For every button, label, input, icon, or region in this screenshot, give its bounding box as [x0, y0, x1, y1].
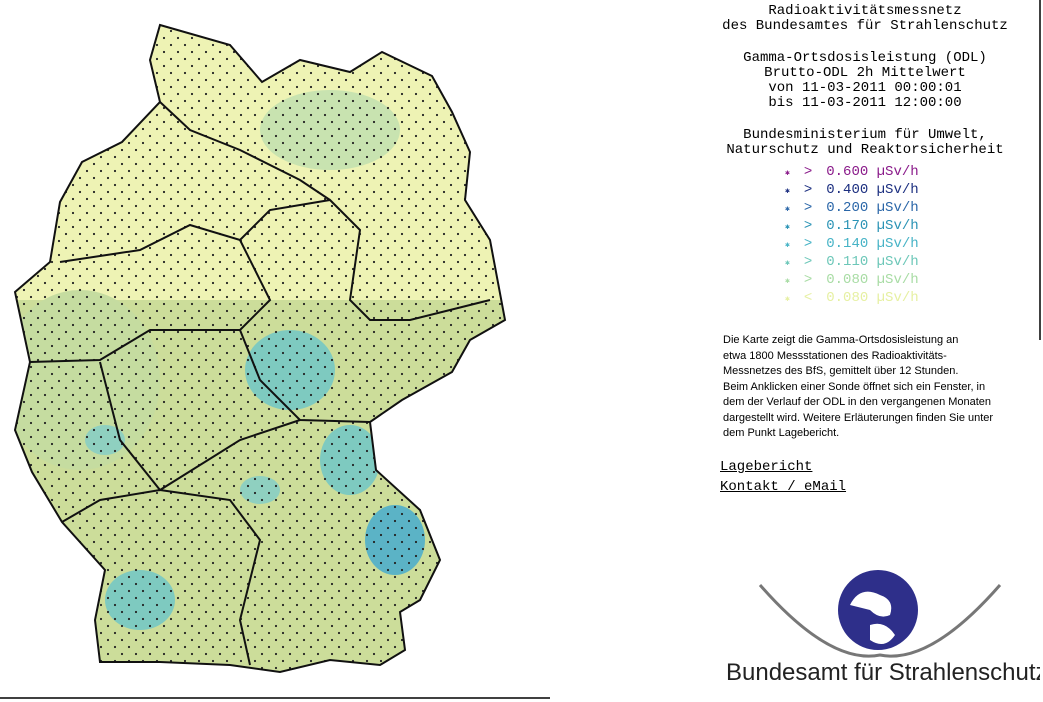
nav-link[interactable]: Lagebericht	[720, 459, 813, 475]
legend-item: ✱ >0.400 µSv/h	[785, 182, 919, 200]
logo-graphic: Bundesamt für Strahlenschutz	[726, 570, 1043, 686]
measurement-line: bis 11-03-2011 12:00:00	[768, 95, 962, 111]
description: Die Karte zeigt die Gamma-Ortsdosisleist…	[723, 333, 993, 442]
odl-map	[0, 24, 550, 699]
legend-symbol: >	[803, 254, 813, 270]
description-line: Die Karte zeigt die Gamma-Ortsdosisleist…	[723, 334, 959, 346]
legend-item: ✱ >0.170 µSv/h	[785, 218, 919, 236]
legend-symbol: >	[803, 182, 813, 198]
description-line: dem der Verlauf der ODL in den vergangen…	[723, 396, 992, 408]
description-line: dargestellt wird. Weitere Erläuterungen …	[723, 411, 994, 424]
legend-item: ✱ >0.600 µSv/h	[785, 164, 919, 182]
legend-label: 0.600 µSv/h	[826, 164, 919, 180]
legend-label: 0.400 µSv/h	[826, 182, 919, 198]
legend-item: ✱ <0.080 µSv/h	[785, 290, 919, 308]
info-panel: Radioaktivitätsmessnetz des Bundesamtes f…	[700, 0, 1030, 158]
measurement-line: Gamma-Ortsdosisleistung (ODL)	[743, 50, 987, 66]
legend-symbol: >	[803, 236, 813, 252]
description-line: etwa 1800 Messstationen des Radioaktivit…	[723, 349, 947, 362]
frame	[1039, 0, 1041, 340]
header-line: des Bundesamtes für Strahlenschutz	[722, 18, 1008, 34]
description-line: Messnetzes des BfS, gemittelt über 12 St…	[723, 365, 959, 377]
measurement-line: Brutto-ODL 2h Mittelwert	[764, 65, 966, 81]
legend-item: ✱ >0.110 µSv/h	[785, 254, 919, 272]
legend-label: 0.080 µSv/h	[826, 272, 919, 288]
legend-symbol: >	[803, 164, 813, 180]
ministry-line: Bundesministerium für Umwelt,	[743, 127, 987, 143]
legend-marker: ✱	[785, 187, 790, 196]
legend-label: 0.140 µSv/h	[826, 236, 919, 252]
legend-marker: ✱	[785, 169, 790, 178]
logo-text: Bundesamt für Strahlenschutz	[726, 659, 1040, 686]
legend-symbol: >	[803, 218, 813, 234]
description-line: dem Punkt Lagebericht.	[723, 427, 840, 439]
legend-item: ✱ >0.200 µSv/h	[785, 200, 919, 218]
legend: ✱ >0.600 µSv/h ✱ >0.400 µSv/h ✱ >0.200 µSv/h ✱…	[785, 164, 919, 308]
legend-item: ✱ >0.080 µSv/h	[785, 272, 919, 290]
legend-symbol: <	[803, 290, 813, 306]
logo: Bundesamt für Strahlenschutz	[720, 565, 1043, 695]
legend-symbol: >	[803, 272, 813, 288]
state-borders	[14, 24, 506, 673]
header: Radioaktivitätsmessnetz des Bundesamtes f…	[700, 4, 1030, 34]
legend-marker: ✱	[785, 205, 790, 214]
measurement-line: von 11-03-2011 00:00:01	[768, 80, 962, 96]
legend-label: 0.170 µSv/h	[826, 218, 919, 234]
legend-marker: ✱	[785, 223, 790, 232]
legend-label: 0.110 µSv/h	[826, 254, 919, 270]
header-line: Radioaktivitätsmessnetz	[768, 3, 962, 19]
nav-link[interactable]: Kontakt / eMail	[720, 479, 847, 495]
legend-label: 0.200 µSv/h	[826, 200, 919, 216]
legend-marker: ✱	[785, 241, 790, 250]
map-area	[15, 25, 505, 672]
legend-marker: ✱	[785, 277, 790, 286]
description-line: Beim Anklicken einer Sonde öffnet sich e…	[723, 380, 986, 393]
legend-item: ✱ >0.140 µSv/h	[785, 236, 919, 254]
links: Lagebericht Kontakt / eMail	[720, 457, 846, 497]
legend-marker: ✱	[785, 259, 790, 268]
legend-label: 0.080 µSv/h	[826, 290, 919, 306]
measurement: Gamma-Ortsdosisleistung (ODL) Brutto-ODL …	[700, 51, 1030, 111]
legend-marker: ✱	[785, 295, 790, 304]
ministry-line: Naturschutz und Reaktorsicherheit	[726, 142, 1004, 158]
legend-symbol: >	[803, 200, 813, 216]
ministry: Bundesministerium für Umwelt, Naturschutz…	[700, 128, 1030, 158]
